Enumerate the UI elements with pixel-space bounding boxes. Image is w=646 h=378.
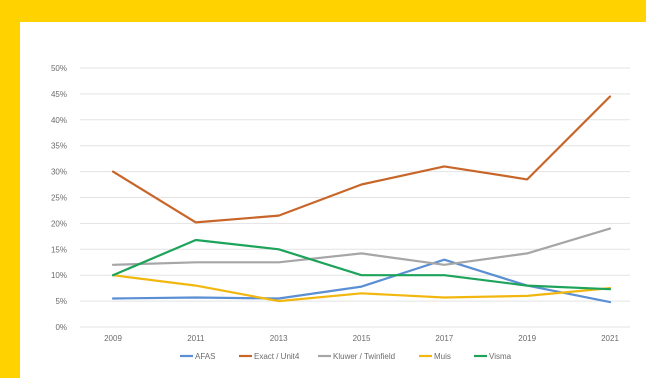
series-line-muis [111, 274, 612, 303]
y-tick-label: 50% [51, 64, 67, 73]
chart-panel: 0% 5% 10% 15% 20% 25% 30% 35% 40% 45% 50% 2009 2011… [20, 22, 646, 378]
legend-label-exact-unit4: Exact / Unit4 [254, 352, 300, 361]
x-tick-label: 2015 [353, 334, 371, 343]
chart-frame: 0% 5% 10% 15% 20% 25% 30% 35% 40% 45% 50% 2009 2011… [10, 10, 646, 378]
x-tick-label: 2011 [187, 334, 205, 343]
x-tick-label: 2013 [270, 334, 288, 343]
y-tick-label: 45% [51, 90, 67, 99]
y-tick-label: 5% [55, 297, 67, 306]
y-tick-label: 40% [51, 116, 67, 125]
series-line-visma [111, 238, 612, 291]
x-tick-label: 2009 [104, 334, 122, 343]
series-lines [111, 95, 612, 304]
x-tick-label: 2021 [601, 334, 619, 343]
x-tick-label: 2017 [435, 334, 453, 343]
y-tick-label: 30% [51, 168, 67, 177]
y-axis-ticks: 0% 5% 10% 15% 20% 25% 30% 35% 40% 45% 50% [51, 64, 67, 332]
legend-label-afas: AFAS [195, 352, 215, 361]
legend-label-muis: Muis [434, 352, 451, 361]
y-tick-label: 10% [51, 271, 67, 280]
x-tick-label: 2019 [518, 334, 536, 343]
legend-label-kluwer-twinfield: Kluwer / Twinfield [333, 352, 395, 361]
y-tick-label: 35% [51, 142, 67, 151]
gridlines [80, 67, 630, 328]
y-tick-label: 20% [51, 219, 67, 228]
legend-label-visma: Visma [489, 352, 512, 361]
y-tick-label: 25% [51, 194, 67, 203]
series-line-exact-unit4 [111, 95, 612, 224]
y-tick-label: 0% [55, 323, 67, 332]
line-chart: 0% 5% 10% 15% 20% 25% 30% 35% 40% 45% 50% 2009 2011… [51, 64, 630, 361]
series-line-kluwer-twinfield [111, 227, 612, 266]
x-axis-ticks: 2009 2011 2013 2015 2017 2019 2021 [104, 334, 619, 343]
y-tick-label: 15% [51, 245, 67, 254]
legend: AFAS Exact / Unit4 Kluwer / Twinfield Muis V… [180, 352, 512, 361]
